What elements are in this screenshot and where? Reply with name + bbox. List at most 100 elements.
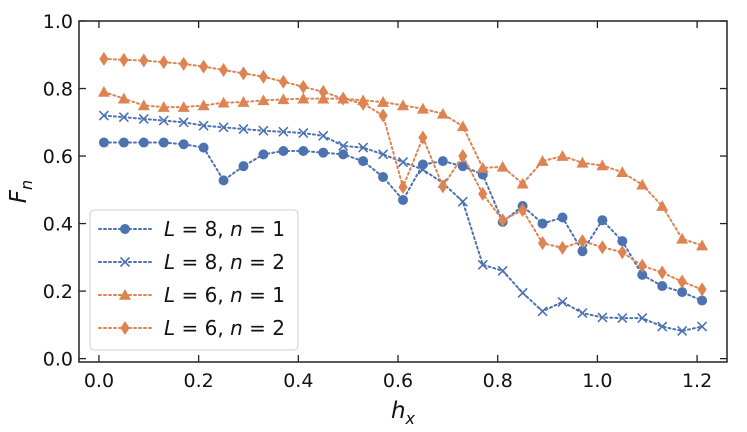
data-point <box>397 99 409 111</box>
legend: L = 8, n = 1L = 8, n = 2L = 6, n = 1L = … <box>89 209 299 351</box>
data-point <box>258 125 269 136</box>
x-tick-label: 1.2 <box>682 370 712 392</box>
data-point <box>617 245 627 260</box>
data-point <box>476 161 489 173</box>
data-point <box>516 177 529 189</box>
data-point <box>358 142 369 153</box>
plot-frame <box>78 20 728 363</box>
data-point <box>497 265 508 276</box>
data-point <box>676 232 689 244</box>
data-point <box>298 145 309 156</box>
data-point <box>636 178 649 190</box>
data-point <box>418 130 428 145</box>
legend-L-value: = 8, <box>175 217 230 241</box>
data-point <box>577 246 588 257</box>
data-point <box>318 84 328 99</box>
x-tick-label: 0.8 <box>483 370 513 392</box>
data-point <box>377 149 389 160</box>
data-point <box>177 101 190 112</box>
data-point <box>119 52 129 67</box>
legend-box <box>89 209 299 351</box>
legend-n: n <box>230 283 243 307</box>
y-tick-label: 0.6 <box>43 146 73 168</box>
data-point <box>198 142 209 153</box>
data-point <box>416 102 429 114</box>
data-point <box>397 157 409 168</box>
legend-n: n <box>230 316 243 340</box>
y-tick-label: 0.8 <box>43 79 73 101</box>
series-4 <box>99 51 707 297</box>
data-point <box>456 120 469 132</box>
series-1 <box>98 137 708 306</box>
data-point <box>118 112 129 123</box>
data-point <box>358 96 368 111</box>
data-point <box>278 145 289 156</box>
data-point <box>218 175 229 186</box>
data-point <box>498 213 508 228</box>
legend-entry-label: L = 8, n = 1 <box>164 217 285 241</box>
data-point <box>436 107 449 119</box>
data-point <box>557 212 568 223</box>
legend-L-value: = 6, <box>175 283 230 307</box>
data-point <box>657 281 668 292</box>
data-point <box>677 274 687 289</box>
data-point <box>657 321 668 332</box>
data-point <box>697 282 707 297</box>
data-point <box>457 196 468 207</box>
legend-n-value: = 1 <box>243 217 285 241</box>
data-point <box>199 59 209 74</box>
series-2 <box>98 110 708 337</box>
plot-border <box>78 20 728 363</box>
data-point <box>179 56 189 71</box>
legend-marker <box>120 224 130 234</box>
data-point <box>157 101 170 112</box>
legend-L: L <box>164 250 175 274</box>
data-point <box>238 66 249 81</box>
data-point <box>277 93 290 105</box>
data-point <box>677 287 688 298</box>
data-point <box>458 149 468 164</box>
legend-n-value: = 2 <box>243 316 285 340</box>
data-point <box>139 53 149 68</box>
data-point <box>298 128 309 139</box>
data-point <box>318 130 329 141</box>
data-point <box>637 269 648 280</box>
legend-L: L <box>164 283 175 307</box>
data-point <box>297 92 310 104</box>
data-point <box>537 218 548 229</box>
data-point <box>377 96 390 107</box>
legend-L-value: = 8, <box>175 250 230 274</box>
data-point <box>537 236 548 251</box>
tick-layer: 0.0 0.2 0.4 0.6 0.8 1.0 1.2 0.0 0.2 0.4 0.6 0.8 1.0 <box>43 11 727 392</box>
data-point <box>496 160 509 172</box>
data-point <box>697 295 708 306</box>
legend-L: L <box>164 316 175 340</box>
data-point <box>517 287 528 298</box>
data-point <box>338 149 349 160</box>
data-point <box>537 306 548 317</box>
legend-entry-label: L = 6, n = 1 <box>164 283 285 307</box>
data-point <box>478 186 488 201</box>
data-point <box>617 236 628 247</box>
x-tick-label: 0.2 <box>184 370 214 392</box>
data-point <box>358 156 369 167</box>
data-point <box>438 179 448 194</box>
x-axis-label-subscript: x <box>405 409 416 428</box>
data-point <box>656 200 669 211</box>
legend-L-value: = 6, <box>175 316 230 340</box>
data-point <box>338 91 348 106</box>
y-tick-label: 0.2 <box>43 281 73 303</box>
data-point <box>577 234 588 249</box>
data-point <box>178 117 189 128</box>
data-point <box>657 265 667 280</box>
data-point <box>437 156 448 167</box>
x-tick-label: 0.6 <box>383 370 413 392</box>
data-point <box>137 99 150 111</box>
data-point <box>258 149 269 160</box>
data-point <box>118 137 129 148</box>
data-point <box>298 79 308 94</box>
data-point <box>696 239 709 251</box>
data-point <box>457 161 468 172</box>
x-tick-label: 0.4 <box>283 370 313 392</box>
legend-L: L <box>164 217 175 241</box>
